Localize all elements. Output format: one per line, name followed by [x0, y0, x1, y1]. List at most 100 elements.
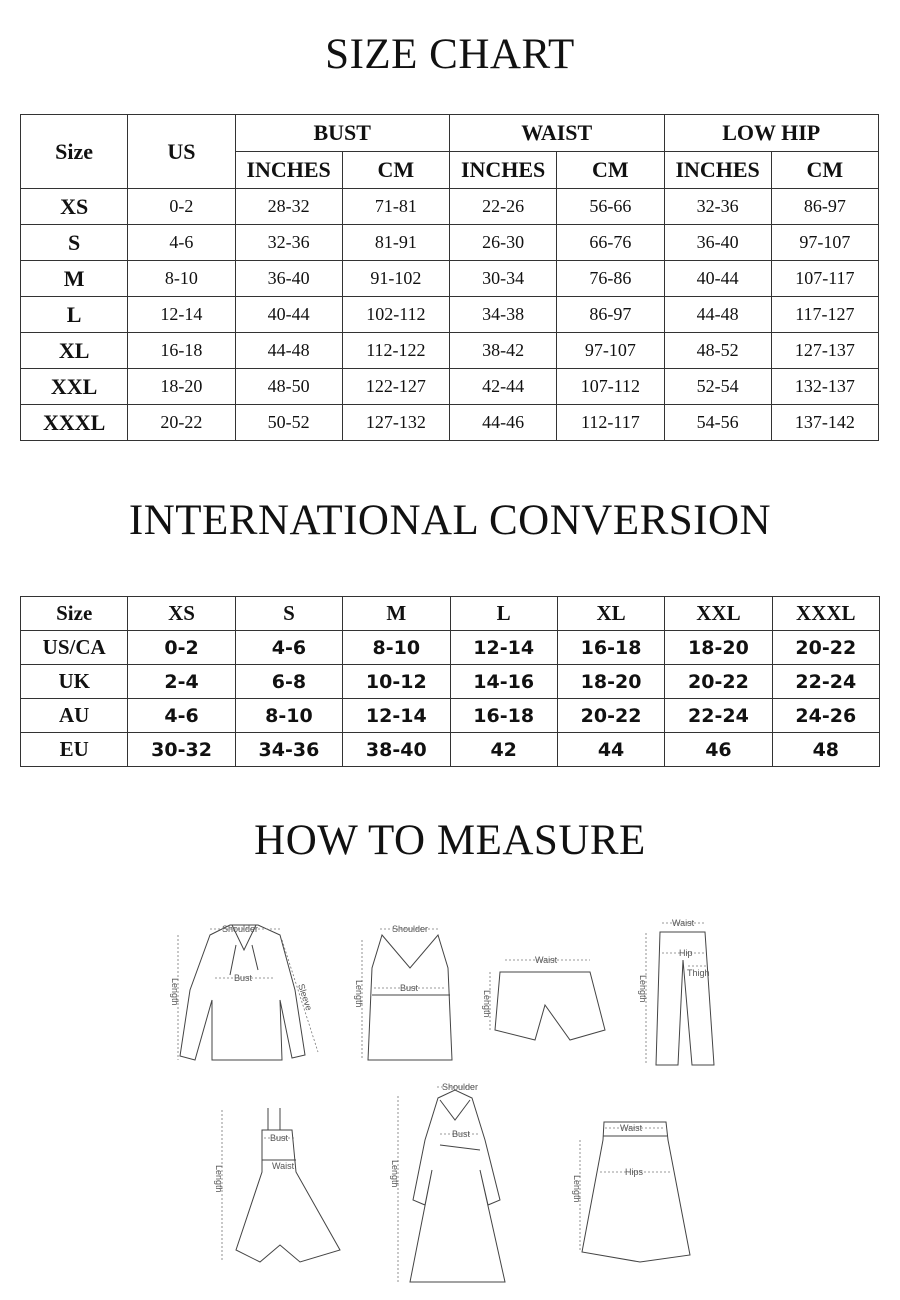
value-cell: 38-42	[448, 332, 558, 369]
value-cell: 6-8	[234, 664, 344, 699]
value-cell: 20-22	[664, 664, 773, 699]
table-row: US/CA 0-2 4-6 8-10 12-14 16-18 18-20 20-22	[19, 630, 881, 665]
value-cell: 71-81	[341, 188, 451, 225]
header-cell: Size	[19, 596, 129, 631]
value-cell: 12-14	[449, 630, 558, 665]
coat-illustration: Shoulder Bust Length	[390, 1082, 506, 1283]
value-cell: 107-117	[770, 260, 880, 297]
header-low-hip: LOW HIP	[663, 114, 879, 152]
pants-illustration: Waist Hip Thigh Length	[638, 918, 715, 1066]
value-cell: 8-10	[234, 698, 344, 733]
header-cm: CM	[770, 151, 880, 189]
value-cell: 76-86	[556, 260, 665, 297]
region-cell: AU	[19, 698, 129, 733]
label-length: Length	[572, 1175, 582, 1203]
value-cell: 66-76	[556, 224, 665, 261]
value-cell: 20-22	[771, 630, 881, 665]
value-cell: 22-26	[448, 188, 558, 225]
value-cell: 32-36	[234, 224, 343, 261]
label-waist: Waist	[535, 955, 558, 965]
header-inches: INCHES	[234, 151, 343, 189]
value-cell: 14-16	[449, 664, 558, 699]
header-cell: S	[234, 596, 344, 631]
value-cell: 91-102	[341, 260, 451, 297]
label-shoulder: Shoulder	[222, 924, 258, 934]
value-cell: 32-36	[663, 188, 772, 225]
header-cell: L	[449, 596, 558, 631]
conversion-title: INTERNATIONAL CONVERSION	[128, 497, 772, 544]
value-cell: 44-48	[663, 296, 772, 333]
value-cell: 10-12	[342, 664, 451, 699]
value-cell: 34-36	[234, 732, 344, 767]
value-cell: 36-40	[234, 260, 343, 297]
size-cell: XXL	[19, 368, 129, 405]
value-cell: 97-107	[556, 332, 665, 369]
table-row: EU 30-32 34-36 38-40 42 44 46 48	[19, 732, 881, 767]
value-cell: 52-54	[663, 368, 772, 405]
label-shoulder: Shoulder	[442, 1082, 478, 1092]
label-waist: Waist	[672, 918, 695, 928]
table-row: XXXL 20-22 50-52 127-132 44-46 112-117 54-56 13…	[19, 404, 880, 441]
table-row: M 8-10 36-40 91-102 30-34 76-86 40-44 107-117	[19, 260, 880, 297]
value-cell: 54-56	[663, 404, 772, 441]
value-cell: 0-2	[127, 188, 236, 225]
label-shoulder: Shoulder	[392, 924, 428, 934]
value-cell: 86-97	[770, 188, 880, 225]
size-cell: S	[19, 224, 129, 261]
header-us: US	[127, 114, 236, 189]
blouse-illustration: Shoulder Bust Length Sleeve	[170, 924, 319, 1061]
table-row: S 4-6 32-36 81-91 26-30 66-76 36-40 97-107	[19, 224, 880, 261]
value-cell: 50-52	[234, 404, 343, 441]
value-cell: 137-142	[770, 404, 880, 441]
header-cell: XXL	[664, 596, 773, 631]
value-cell: 4-6	[127, 224, 236, 261]
table-row: AU 4-6 8-10 12-14 16-18 20-22 22-24 24-26	[19, 698, 881, 733]
value-cell: 16-18	[127, 332, 236, 369]
header-inches: INCHES	[448, 151, 558, 189]
label-length: Length	[638, 975, 648, 1003]
label-length: Length	[170, 978, 180, 1006]
shorts-illustration: Waist Length	[482, 955, 606, 1041]
value-cell: 81-91	[341, 224, 451, 261]
value-cell: 4-6	[127, 698, 236, 733]
value-cell: 48-52	[663, 332, 772, 369]
label-length: Length	[390, 1160, 400, 1188]
value-cell: 12-14	[342, 698, 451, 733]
region-cell: US/CA	[19, 630, 129, 665]
value-cell: 117-127	[770, 296, 880, 333]
size-cell: XS	[19, 188, 129, 225]
value-cell: 34-38	[448, 296, 558, 333]
header-size: Size	[19, 114, 129, 189]
value-cell: 44-46	[448, 404, 558, 441]
value-cell: 4-6	[234, 630, 344, 665]
table-row: UK 2-4 6-8 10-12 14-16 18-20 20-22 22-24	[19, 664, 881, 699]
size-chart-table: Size US BUST WAIST LOW HIP INCHES CM INC…	[19, 114, 880, 441]
value-cell: 8-10	[127, 260, 236, 297]
size-cell: XXXL	[19, 404, 129, 441]
value-cell: 18-20	[664, 630, 773, 665]
header-cell: XL	[556, 596, 666, 631]
value-cell: 44	[556, 732, 666, 767]
value-cell: 132-137	[770, 368, 880, 405]
label-waist: Waist	[620, 1123, 643, 1133]
value-cell: 20-22	[556, 698, 666, 733]
label-hip: Hip	[679, 948, 693, 958]
label-hips: Hips	[625, 1167, 644, 1177]
label-waist: Waist	[272, 1161, 295, 1171]
value-cell: 127-137	[770, 332, 880, 369]
value-cell: 127-132	[341, 404, 451, 441]
value-cell: 112-117	[556, 404, 665, 441]
value-cell: 107-112	[556, 368, 665, 405]
table-row: XS 0-2 28-32 71-81 22-26 56-66 32-36 86-97	[19, 188, 880, 225]
value-cell: 18-20	[127, 368, 236, 405]
label-length: Length	[354, 980, 364, 1008]
header-waist: WAIST	[449, 114, 665, 152]
value-cell: 56-66	[556, 188, 665, 225]
table-row: XXL 18-20 48-50 122-127 42-44 107-112 52-54 132…	[19, 368, 880, 405]
label-bust: Bust	[400, 983, 419, 993]
header-cell: M	[342, 596, 451, 631]
value-cell: 112-122	[341, 332, 451, 369]
dress-illustration: Bust Waist Length	[214, 1108, 341, 1263]
label-thigh: Thigh	[687, 968, 710, 978]
value-cell: 30-34	[448, 260, 558, 297]
